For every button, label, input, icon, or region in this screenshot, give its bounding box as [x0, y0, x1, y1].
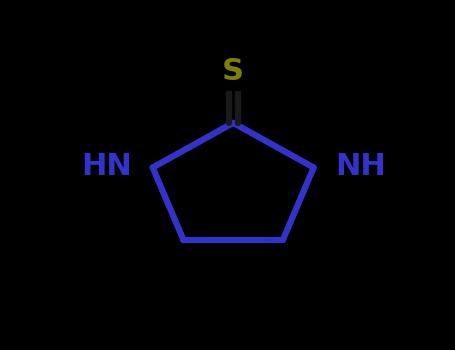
Text: HN: HN [81, 152, 131, 181]
Text: NH: NH [335, 152, 385, 181]
Text: S: S [222, 57, 244, 86]
